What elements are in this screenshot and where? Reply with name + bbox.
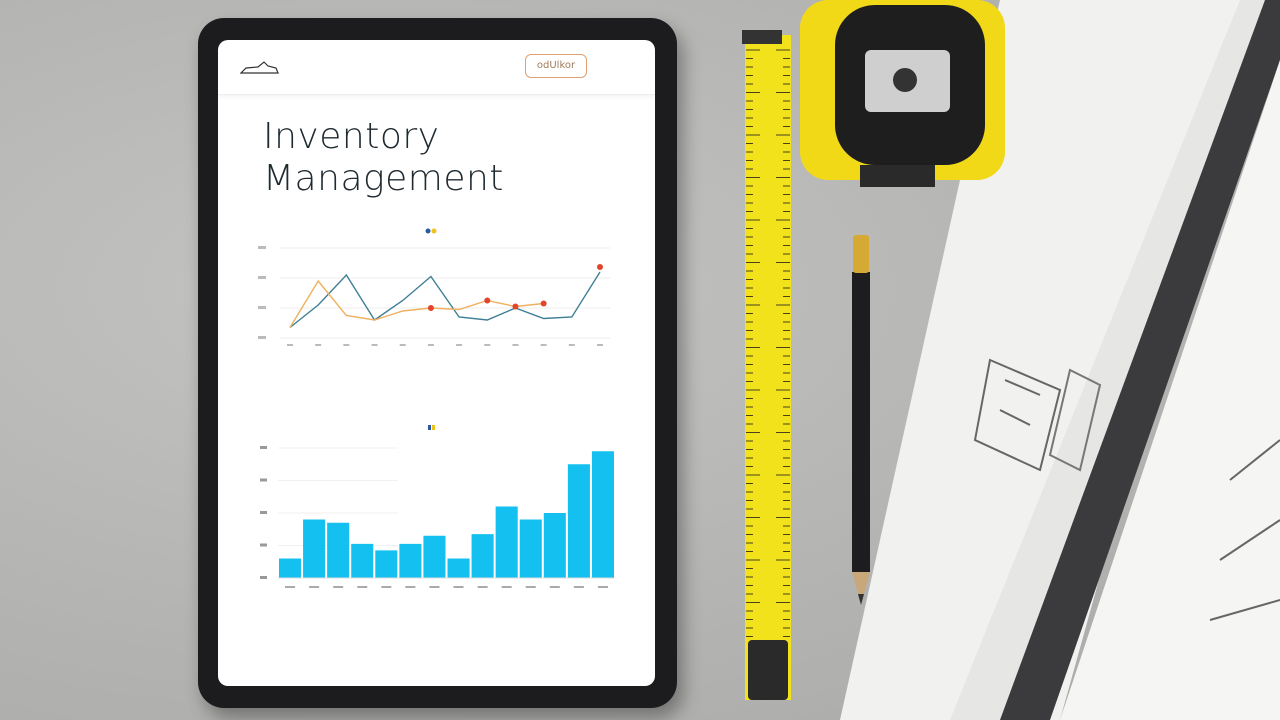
bar [399,543,422,578]
x-tick-label [371,344,378,346]
x-tick-label [456,344,463,346]
tape-hook [742,30,782,44]
x-tick-label [381,586,392,588]
data-point [484,297,491,304]
x-tick-label [453,586,464,588]
x-tick-label [525,586,536,588]
data-point [427,305,434,311]
y-tick-label [260,446,267,449]
y-tick-label [258,276,266,279]
tape-measure-case [800,0,1005,187]
bar [471,534,494,578]
y-tick-label [258,306,266,309]
bar [543,513,566,578]
x-tick-label [501,586,512,588]
tape-measure-blade [742,30,791,700]
line-series-1 [289,279,544,328]
title-line-1: Inventory [263,116,440,157]
blueprint-roll-left [840,0,1260,720]
sneaker-logo-icon [240,61,279,74]
bar [567,464,590,578]
header-action-button[interactable]: odUlkor [525,54,587,78]
legend-marker [432,425,435,430]
pencil [852,235,870,605]
bar [351,543,374,578]
data-point [540,300,547,307]
x-tick-label [333,586,344,588]
x-tick-label [405,586,416,588]
x-tick-label [540,344,547,346]
y-tick-label [258,336,266,339]
x-tick-label [427,344,434,346]
x-tick-label [399,344,406,346]
bar [447,558,470,578]
bar [495,506,518,578]
tablet-device: odUlkor Inventory Management [198,18,677,708]
title-line-2: Management [263,158,504,199]
y-tick-label [260,478,267,482]
x-tick-label [343,344,350,346]
tape-end-clip [748,640,788,700]
y-tick-label [260,576,267,579]
data-point [512,303,519,310]
bar [375,550,398,578]
x-tick-label [568,344,575,346]
bar [327,522,350,578]
bar [519,519,542,578]
bar [303,519,326,578]
dashboard-charts [258,228,615,588]
x-tick-label [429,586,440,588]
x-tick-label [315,344,322,346]
tablet-screen: odUlkor Inventory Management [218,40,655,686]
x-tick-label [484,344,491,346]
blueprint-roll-shadow [1000,0,1280,720]
x-tick-label [597,586,608,588]
x-tick-label [357,586,368,588]
line-series-0 [289,271,601,329]
legend-marker [428,425,431,430]
x-tick-label [512,344,519,346]
data-point [597,264,603,270]
page-title: Inventory Management [263,116,504,200]
y-tick-label [260,511,267,514]
x-tick-label [287,344,293,346]
legend-marker [425,228,431,234]
legend-marker [431,228,437,234]
x-tick-label [309,586,320,588]
x-tick-label [597,344,603,346]
bar [423,535,446,578]
blueprint-roll-right [1060,60,1280,720]
bar [279,558,302,578]
blueprint-edge [950,0,1280,720]
blueprint-rolls [840,0,1280,720]
x-tick-label [549,586,560,588]
y-tick-label [260,543,267,547]
x-tick-label [477,586,488,588]
y-tick-label [258,246,266,249]
x-tick-label [573,586,584,588]
app-header: odUlkor [218,40,655,95]
bar [591,451,614,578]
blueprint-drawing [973,358,1280,621]
x-tick-label [285,586,296,588]
